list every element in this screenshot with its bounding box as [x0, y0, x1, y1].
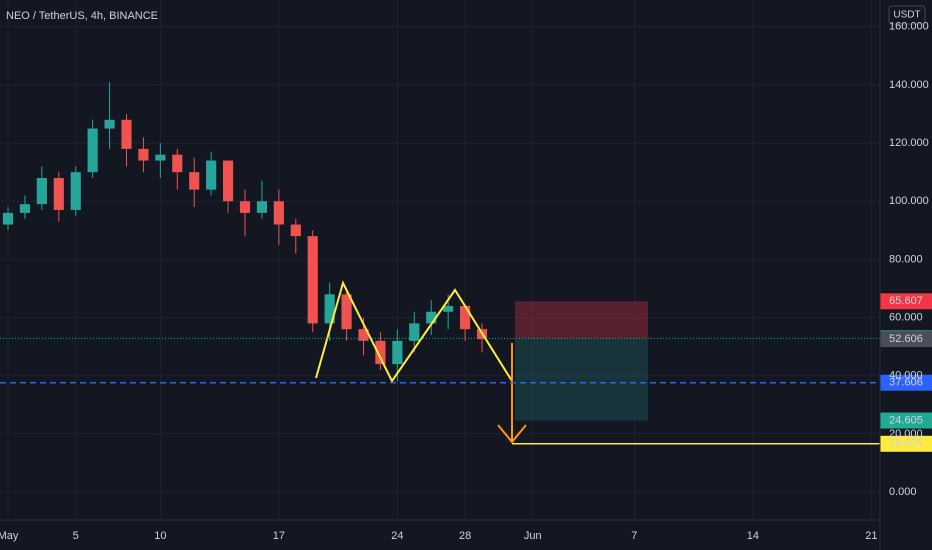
arrow-head — [497, 424, 527, 444]
currency-box — [888, 5, 926, 25]
x-tick-label: 10 — [154, 530, 166, 542]
price-label-box — [880, 435, 932, 452]
chart-title: NEO / TetherUS, 4h, BINANCE — [6, 10, 158, 22]
price-label: 37.606 — [889, 377, 923, 389]
y-tick-label: 120.000 — [889, 137, 929, 149]
x-tick-label: Jun — [524, 530, 542, 542]
price-label: 24.605 — [889, 414, 923, 426]
candle-body — [409, 323, 420, 341]
x-tick-label: 24 — [391, 530, 403, 542]
candle-body — [53, 177, 64, 210]
candle-body — [70, 172, 81, 210]
candle-body — [341, 294, 352, 330]
y-tick-label: 80.000 — [889, 253, 923, 265]
x-tick-label: 7 — [631, 530, 637, 542]
candle-body — [307, 236, 318, 324]
candle-body — [189, 172, 200, 190]
candle-body — [460, 305, 471, 330]
x-tick-label: May — [0, 530, 19, 542]
stop-zone — [515, 301, 648, 339]
price-label: 16.605 — [889, 438, 923, 450]
candle-body — [172, 154, 183, 173]
candle-body — [358, 329, 369, 341]
candle-body — [138, 148, 149, 161]
candle-body — [155, 154, 166, 161]
y-tick-label: 60.000 — [889, 311, 923, 323]
grid — [0, 0, 880, 520]
candle-body — [121, 119, 132, 149]
x-tick-label: 17 — [273, 530, 285, 542]
price-label-box — [880, 331, 932, 348]
y-tick-label: 140.000 — [889, 79, 929, 91]
candle-body — [104, 119, 115, 129]
candles — [2, 82, 488, 382]
price-label: 65.607 — [889, 295, 923, 307]
x-tick-label: 21 — [865, 530, 877, 542]
candle-body — [290, 224, 301, 237]
y-tick-label: 40.000 — [889, 370, 923, 382]
x-tick-label: 28 — [459, 530, 471, 542]
target-zone — [515, 338, 648, 421]
y-tick-label: 20.000 — [889, 428, 923, 440]
candle-body — [273, 201, 284, 225]
y-tick-label: 100.000 — [889, 195, 929, 207]
pattern-drawing — [315, 280, 513, 383]
x-tick-label: 14 — [747, 530, 759, 542]
candle-body — [426, 311, 437, 324]
candle-body — [36, 177, 47, 205]
candle-body — [256, 201, 268, 213]
candle-body — [206, 160, 217, 190]
candle-body — [239, 201, 251, 213]
candle-body — [392, 340, 403, 365]
candle-body — [2, 212, 14, 225]
candle-body — [443, 305, 454, 312]
candle-body — [223, 160, 234, 202]
y-tick-label: 0.000 — [889, 486, 917, 498]
y-tick-label: 160.000 — [889, 21, 929, 33]
price-label: 52.606 — [889, 333, 923, 345]
candle-body — [375, 340, 386, 365]
candle-body — [324, 294, 335, 324]
price-label-box — [880, 374, 932, 391]
candle-body — [19, 204, 31, 213]
price-label-box — [880, 293, 932, 310]
currency: USDT — [893, 10, 920, 21]
candle-body — [87, 128, 98, 173]
price-label-box — [880, 412, 932, 429]
zones — [515, 301, 648, 421]
x-tick-label: 5 — [73, 530, 79, 542]
